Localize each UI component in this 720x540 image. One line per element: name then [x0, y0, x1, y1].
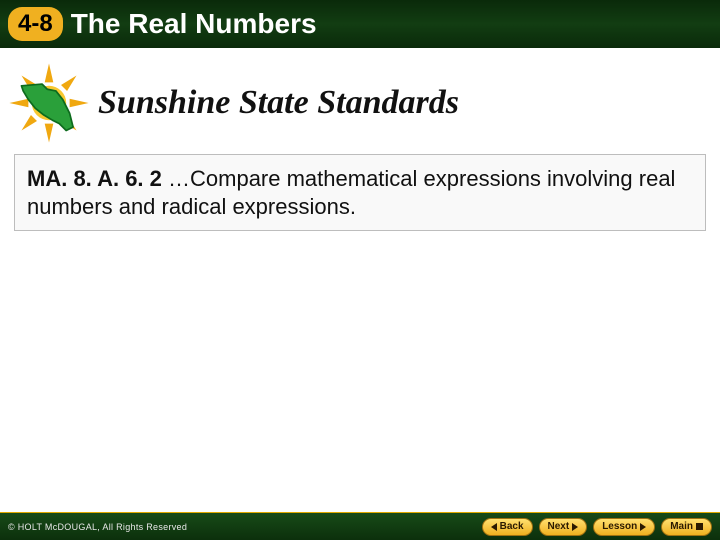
main-button[interactable]: Main	[661, 518, 712, 536]
arrow-right-icon	[640, 523, 646, 531]
section-heading-row: Sunshine State Standards	[6, 60, 720, 146]
arrow-left-icon	[491, 523, 497, 531]
next-button-label: Next	[548, 521, 570, 532]
next-button[interactable]: Next	[539, 518, 588, 536]
lesson-badge: 4-8	[8, 7, 63, 41]
arrow-right-icon	[572, 523, 578, 531]
florida-sunshine-icon	[6, 60, 92, 146]
lesson-button[interactable]: Lesson	[593, 518, 655, 536]
standard-box: MA. 8. A. 6. 2 …Compare mathematical exp…	[14, 154, 706, 231]
back-button-label: Back	[500, 521, 524, 532]
lesson-button-label: Lesson	[602, 521, 637, 532]
section-title: Sunshine State Standards	[98, 84, 459, 122]
stop-square-icon	[696, 523, 703, 530]
back-button[interactable]: Back	[482, 518, 533, 536]
footer-bar: © HOLT McDOUGAL, All Rights Reserved Bac…	[0, 512, 720, 540]
header-bar: 4-8 The Real Numbers	[0, 0, 720, 48]
standard-code: MA. 8. A. 6. 2	[27, 166, 162, 191]
lesson-title: The Real Numbers	[71, 8, 317, 40]
main-button-label: Main	[670, 521, 693, 532]
copyright-text: © HOLT McDOUGAL, All Rights Reserved	[8, 522, 187, 532]
standard-text: MA. 8. A. 6. 2 …Compare mathematical exp…	[27, 165, 693, 220]
nav-button-group: Back Next Lesson Main	[482, 518, 712, 536]
